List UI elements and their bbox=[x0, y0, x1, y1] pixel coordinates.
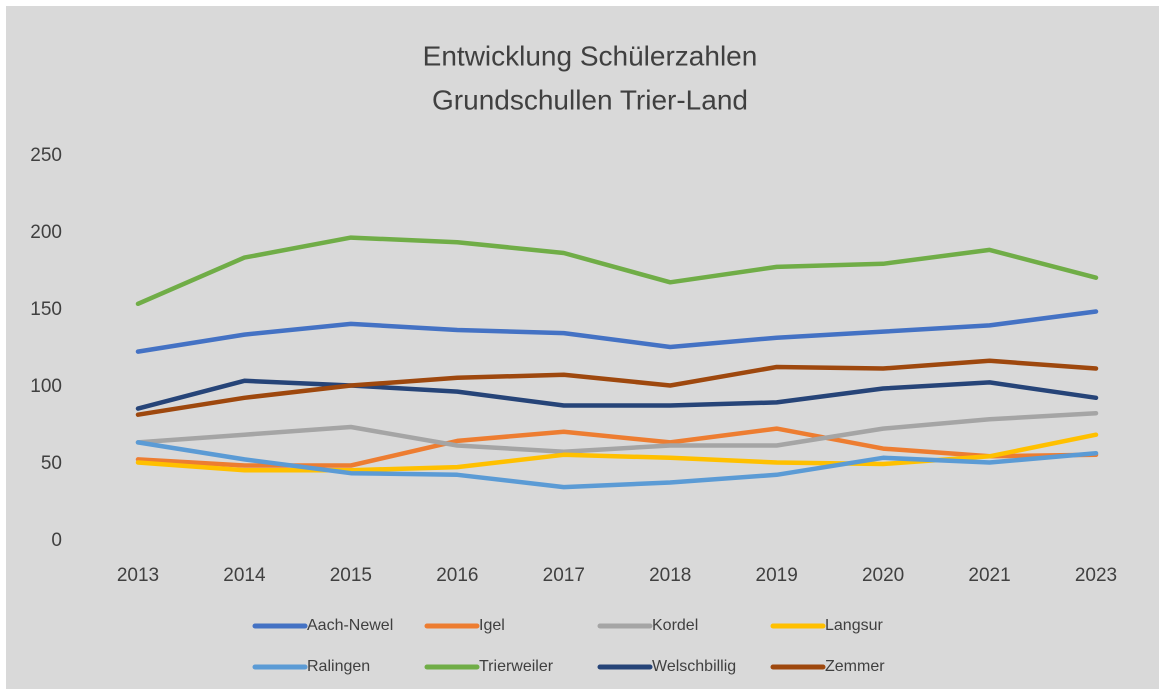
legend-label: Aach-Newel bbox=[307, 617, 393, 634]
series-line bbox=[135, 378, 1099, 411]
series-line bbox=[135, 440, 1099, 490]
y-tick-label: 50 bbox=[41, 453, 62, 474]
y-tick-label: 200 bbox=[30, 222, 62, 243]
legend-label: Trierweiler bbox=[479, 658, 554, 675]
series-line bbox=[135, 235, 1099, 307]
x-tick-label: 2019 bbox=[756, 565, 798, 586]
y-tick-label: 0 bbox=[51, 530, 62, 551]
x-tick-label: 2020 bbox=[862, 565, 904, 586]
y-tick-label: 150 bbox=[30, 299, 62, 320]
x-tick-label: 2014 bbox=[223, 565, 266, 586]
x-tick-label: 2018 bbox=[649, 565, 691, 586]
x-tick-label: 2016 bbox=[436, 565, 478, 586]
x-tick-label: 2013 bbox=[117, 565, 159, 586]
chart-background bbox=[6, 6, 1159, 689]
x-tick-label: 2023 bbox=[1075, 565, 1117, 586]
legend-label: Langsur bbox=[825, 617, 883, 634]
series-line bbox=[135, 410, 1099, 454]
x-tick-label: 2021 bbox=[968, 565, 1010, 586]
legend-label: Kordel bbox=[652, 617, 698, 634]
legend-label: Welschbillig bbox=[652, 658, 736, 675]
y-tick-label: 250 bbox=[30, 145, 62, 166]
series-line bbox=[135, 309, 1099, 354]
x-tick-label: 2017 bbox=[543, 565, 585, 586]
legend-label: Zemmer bbox=[825, 658, 885, 675]
chart-title: Grundschullen Trier-Land bbox=[432, 84, 748, 115]
chart-title: Entwicklung Schülerzahlen bbox=[423, 40, 758, 71]
x-tick-label: 2015 bbox=[330, 565, 372, 586]
y-tick-label: 100 bbox=[30, 376, 62, 397]
series-line bbox=[135, 358, 1099, 417]
legend-label: Ralingen bbox=[307, 658, 370, 675]
legend-label: Igel bbox=[479, 617, 505, 634]
